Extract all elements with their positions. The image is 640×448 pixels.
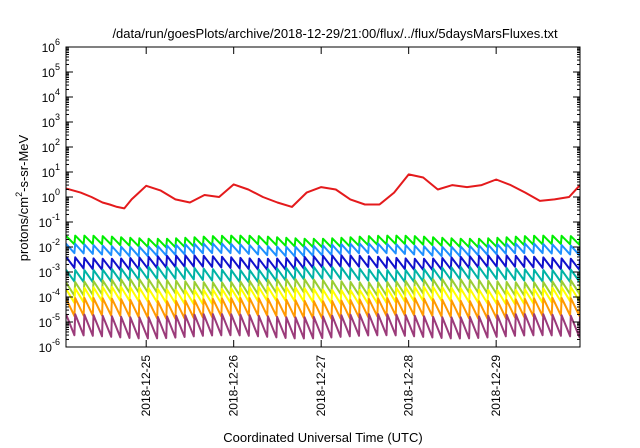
y-tick-label: 105: [42, 62, 60, 80]
series-line: [66, 285, 580, 306]
y-axis-label: protons/cm2-s-sr-MeV: [14, 134, 31, 261]
y-tick-label: 10-6: [39, 337, 60, 355]
y-tick-label: 106: [42, 37, 60, 55]
y-tick-label: 103: [42, 112, 60, 130]
series-line: [66, 242, 580, 258]
y-tick-label: 100: [42, 187, 60, 205]
x-axis-label: Coordinated Universal Time (UTC): [223, 430, 422, 445]
x-tick-label: 2018-12-29: [489, 355, 503, 417]
y-tick-label: 10-1: [39, 212, 60, 230]
plot-area: [66, 173, 580, 340]
chart-title: /data/run/goesPlots/archive/2018-12-29/2…: [112, 26, 558, 41]
y-tick-label: 102: [42, 137, 60, 155]
y-tick-label: 101: [42, 162, 60, 180]
y-axis-ticks: 10-6 10-5 10-4 10-3 10-2 10-1 100 101 102 103 104 1…: [39, 37, 580, 355]
series-line: [66, 173, 580, 210]
series-line: [66, 254, 580, 271]
x-tick-label: 2018-12-25: [139, 355, 153, 417]
y-tick-label: 10-4: [39, 287, 60, 305]
y-tick-label: 10-5: [39, 312, 60, 330]
y-tick-label: 10-3: [39, 262, 60, 280]
y-tick-label: 10-2: [39, 237, 60, 255]
series-line: [66, 296, 580, 320]
y-tick-label: 104: [42, 87, 60, 105]
x-tick-label: 2018-12-28: [402, 355, 416, 417]
plot-frame: [65, 46, 581, 348]
series-line: [66, 313, 580, 340]
x-tick-label: 2018-12-27: [314, 355, 328, 417]
x-tick-label: 2018-12-26: [227, 355, 241, 417]
x-axis-ticks: 2018-12-25 2018-12-26 2018-12-27 2018-12-28…: [139, 47, 503, 416]
series-line: [66, 265, 580, 283]
